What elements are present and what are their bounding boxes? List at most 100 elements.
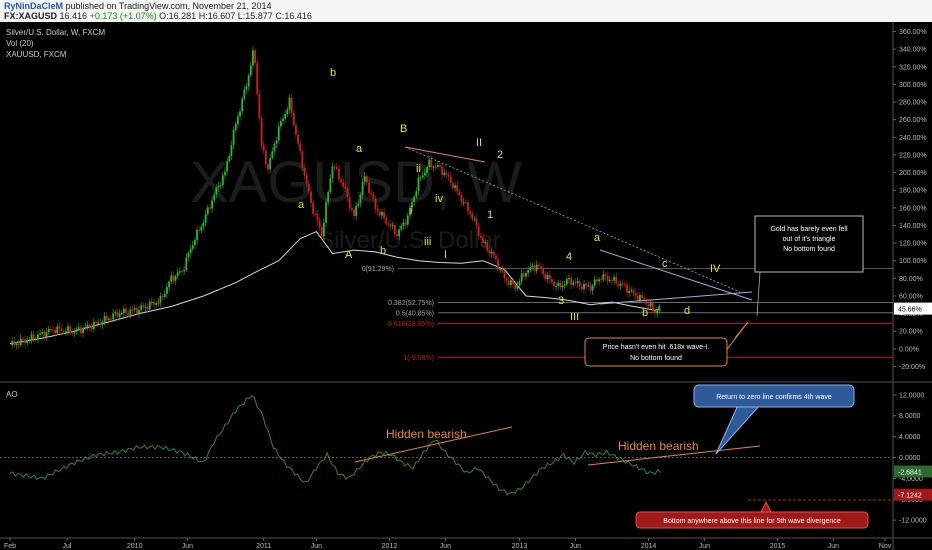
candle-body [540,266,542,269]
wave-label: A [345,249,353,261]
candle-body [643,297,646,302]
candle-body [236,116,239,125]
wave-label: I [444,249,447,261]
candle-body [32,334,35,340]
candle-body [331,166,334,179]
candle-body [359,195,362,204]
candle-body [346,188,349,198]
candle-body [275,140,278,144]
candle-body [226,161,229,172]
y-tick-label: 220.00% [899,152,927,159]
candle-body [503,271,506,279]
candle-body [406,215,409,225]
candle-body [529,267,532,270]
candle-body [314,213,317,215]
candle-body [125,308,127,313]
candle-body [654,310,656,314]
candle-body [604,274,607,277]
candle-body [234,124,237,131]
candle-body [103,315,106,322]
candle-body [619,283,622,286]
candle-body [651,302,654,311]
candle-body [146,306,149,310]
candle-body [639,294,641,301]
legend-series: Silver/U.S. Dollar, W, FXCM [6,28,105,37]
candle-body [209,207,211,209]
candle-body [15,343,18,345]
candle-body [90,327,93,330]
candle-body [290,97,293,113]
candle-body [473,218,476,220]
candle-body [305,175,308,184]
wave-label: b [330,67,336,79]
fib-label: 0.382(52.75%) [388,300,434,307]
candle-body [389,224,392,227]
candle-body [232,130,235,146]
candle-body [202,222,205,227]
candle-body [353,209,355,216]
watermark-name: Silver/U.S. Dollar [318,227,501,254]
y-tick-label: 200.00% [899,170,927,177]
candle-body [135,308,138,314]
candle-body [273,143,276,152]
y-tick-label: 320.00% [899,64,927,71]
candle-body [327,191,330,203]
candle-body [138,309,140,314]
candle-body [34,339,37,341]
candle-body [421,175,424,178]
wave-label: 4 [566,251,572,263]
y-tick-label: 260.00% [899,117,927,124]
wave-label: iii [424,236,431,248]
candle-body [73,331,76,333]
author-name[interactable]: RyNinDaCleM [4,1,64,11]
candle-body [520,273,523,282]
candle-body [157,302,160,304]
price-note-line: Price hasn't even hit .618x wave-I. [603,344,709,351]
candle-body [101,321,104,325]
ao-tick-label: 12.0000 [899,392,924,399]
candle-body [155,303,158,305]
candle-body [21,338,24,340]
candle-body [596,279,598,282]
candle-body [413,196,416,203]
candle-body [426,167,428,173]
candle-body [537,264,540,267]
value-marker [894,488,932,501]
candle-body [445,172,448,176]
candle-body [568,277,570,280]
candle-body [127,312,130,315]
wave-labels: b a a b A B ii iv i iii I II 2 1 a c IV … [298,67,721,323]
candle-body [510,280,512,286]
candle-body [39,333,41,335]
wave-label: 2 [497,149,503,161]
candle-body [166,287,168,294]
candle-body [340,179,342,183]
candle-body [634,293,637,296]
value-marker [894,465,932,478]
candle-body [469,211,471,214]
x-tick-label: Nov [879,543,892,550]
candle-body [92,322,95,330]
candle-body [460,195,463,203]
candle-body [557,282,560,286]
candle-body [381,211,383,216]
fib-label: 0(91.29%) [362,266,394,273]
candle-body [107,318,110,320]
candle-body [542,268,545,275]
candle-body [580,286,583,290]
price-change: +0.173 (+1.07%) [89,11,157,21]
candle-body [99,322,102,325]
candle-body [449,176,452,184]
candle-body [649,302,652,307]
candle-body [133,308,136,310]
candle-body [181,271,183,273]
candle-body [62,331,65,333]
candle-body [606,276,609,282]
candle-body [198,229,201,231]
chart-canvas[interactable]: XAGUSD, W Silver/U.S. Dollar Silver/U.S.… [0,22,932,550]
candle-body [215,187,218,195]
candle-body [484,242,487,244]
candle-body [611,280,613,282]
candle-body [385,217,388,224]
y-tick-label: 180.00% [899,188,927,195]
